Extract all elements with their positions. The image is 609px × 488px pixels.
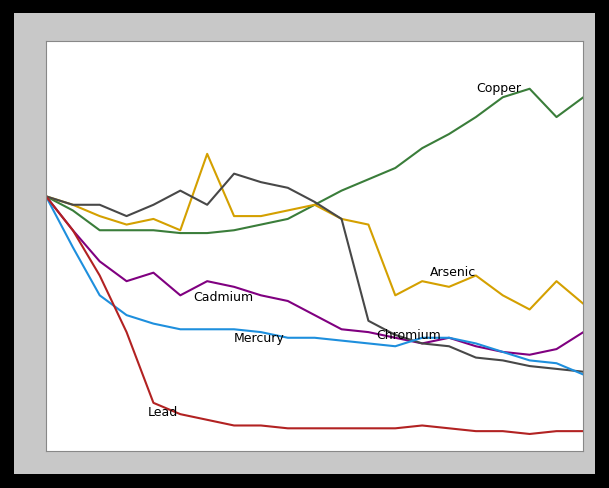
Text: Chromium: Chromium [376,329,442,342]
Text: Lead: Lead [148,406,178,419]
Text: Mercury: Mercury [234,331,285,344]
Text: Copper: Copper [476,81,521,95]
Text: Arsenic: Arsenic [430,265,476,278]
Text: Cadmium: Cadmium [194,291,254,304]
